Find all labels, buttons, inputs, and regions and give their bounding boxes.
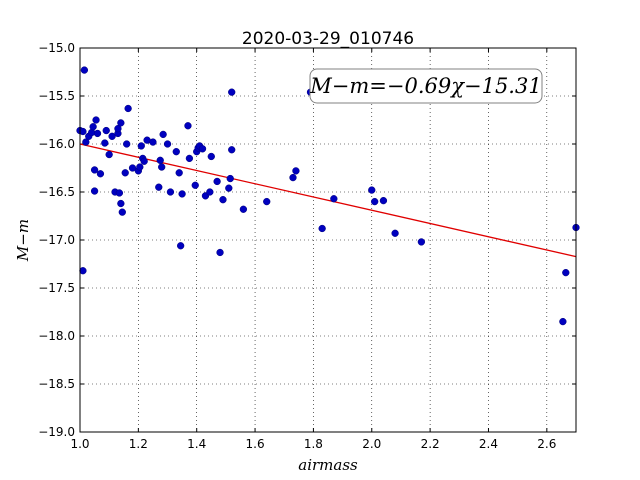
data-point	[80, 66, 89, 74]
data-point	[128, 164, 137, 172]
x-tick-label: 1.2	[129, 437, 148, 451]
data-point	[156, 156, 164, 164]
x-axis-label: airmass	[298, 456, 358, 474]
x-tick-label: 1.0	[70, 437, 89, 451]
y-tick-label: −16.5	[38, 185, 75, 199]
data-point	[172, 148, 180, 156]
x-tick-label: 2.6	[537, 437, 556, 451]
data-point	[368, 186, 376, 194]
data-point	[155, 183, 163, 191]
annotation-frame	[309, 68, 543, 104]
data-point	[102, 126, 110, 135]
data-point	[206, 188, 214, 196]
data-point	[96, 170, 105, 178]
data-point	[318, 224, 326, 233]
data-point	[177, 242, 185, 250]
data-point	[191, 181, 199, 189]
data-point	[123, 140, 131, 148]
data-point	[185, 154, 194, 163]
data-point	[101, 139, 109, 147]
data-point	[239, 205, 248, 213]
x-tick-label: 1.4	[187, 437, 206, 451]
data-point	[562, 268, 570, 277]
data-point	[228, 146, 236, 154]
data-point	[330, 195, 338, 203]
y-tick-label: −17.0	[38, 233, 75, 247]
data-point	[121, 169, 129, 177]
data-point	[90, 187, 99, 195]
y-axis-label: M−m	[14, 219, 32, 262]
y-tick-label: −15.0	[38, 41, 75, 55]
y-tick-label: −18.5	[38, 377, 75, 391]
data-point	[79, 267, 87, 275]
data-point	[90, 166, 99, 174]
data-point	[108, 132, 116, 140]
data-point	[219, 196, 227, 204]
data-point	[207, 152, 215, 161]
chart-title: 2020-03-29_010746	[242, 29, 414, 49]
data-point	[292, 167, 300, 175]
data-point	[136, 163, 144, 171]
data-point	[391, 229, 399, 237]
y-tick-label: −15.5	[38, 89, 75, 103]
data-point	[114, 124, 122, 133]
y-tick-label: −18.0	[38, 329, 75, 343]
y-tick-label: −17.5	[38, 281, 75, 295]
data-point	[149, 138, 157, 146]
data-point	[117, 119, 125, 127]
data-point	[226, 174, 234, 183]
plot-frame	[79, 47, 577, 433]
data-point	[163, 140, 172, 148]
data-point	[89, 123, 97, 131]
data-point	[175, 169, 183, 177]
data-point	[379, 196, 388, 205]
data-point	[289, 173, 297, 182]
data-point	[263, 197, 271, 206]
data-point	[417, 238, 426, 246]
data-point	[140, 157, 148, 165]
data-point	[225, 184, 233, 192]
data-point	[159, 130, 167, 139]
data-point	[166, 188, 175, 196]
data-point	[82, 138, 90, 146]
data-point	[92, 116, 100, 124]
fit-annotation: M−m=−0.69χ−15.31	[309, 68, 543, 104]
annotation-text: M−m=−0.69χ−15.31	[309, 74, 541, 98]
data-point	[198, 145, 207, 153]
x-tick-label: 1.8	[304, 437, 323, 451]
data-point	[117, 199, 125, 208]
data-point	[124, 104, 132, 113]
x-tick-label: 1.6	[246, 437, 265, 451]
data-point	[178, 190, 186, 198]
data-point	[559, 317, 567, 326]
x-tick-label: 2.0	[362, 437, 381, 451]
y-tick-label: −19.0	[38, 425, 75, 439]
data-point	[228, 88, 236, 96]
x-tick-label: 2.4	[479, 437, 498, 451]
data-point	[79, 127, 87, 136]
data-point	[184, 122, 192, 130]
data-point	[216, 248, 224, 257]
data-point	[93, 129, 102, 138]
data-point	[118, 208, 126, 216]
data-point	[105, 150, 113, 159]
y-tick-label: −16.0	[38, 137, 75, 151]
data-point	[158, 163, 166, 171]
data-point	[115, 189, 124, 197]
ticks: 1.0 1.2 1.4 1.6 1.8 2.0 2.2 2.4 2.6 −15.0 −15.5 −16…	[38, 41, 576, 451]
data-point	[213, 177, 221, 186]
data-point	[137, 142, 145, 150]
data-point	[371, 197, 379, 206]
x-tick-label: 2.2	[421, 437, 440, 451]
